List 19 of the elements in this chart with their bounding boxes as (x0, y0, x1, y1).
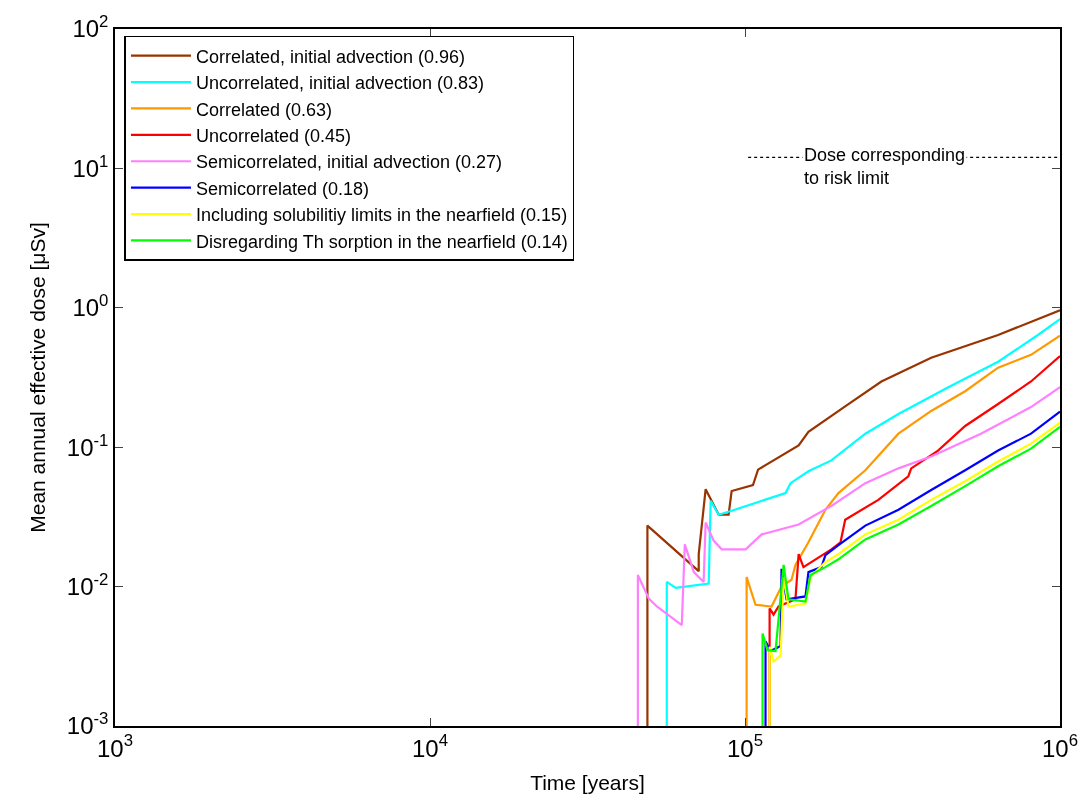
legend-label: Correlated (0.63) (195, 99, 333, 120)
y-tick-label: 10$^{0}$ (72, 291, 109, 322)
legend-label: Including solubilitiy limits in the nearfield (0.15) (195, 205, 568, 226)
legend-label: Semicorrelated (0.18) (195, 178, 370, 199)
ref-line-label: Dose corresponding to risk limit (804, 145, 966, 189)
x-axis-title: Time [years] (530, 771, 645, 795)
legend-label: Correlated, initial advection (0.96) (195, 46, 466, 67)
legend-label: Uncorrelated (0.45) (195, 125, 352, 146)
y-axis-title: Mean annual effective dose [μSv] (26, 222, 50, 533)
y-tick-label: 10$^{1}$ (72, 151, 109, 182)
legend-label: Disregarding Th sorption in the nearfield (0.14) (195, 231, 568, 252)
y-tick-label: 10$^{2}$ (72, 12, 109, 43)
y-tick-label: 10$^{-2}$ (66, 569, 109, 600)
legend-label: Semicorrelated, initial advection (0.27) (195, 152, 503, 173)
x-tick-label: 10$^{6}$ (1041, 731, 1079, 762)
legend-label: Uncorrelated, initial advection (0.83) (195, 73, 485, 94)
y-tick-label: 10$^{-1}$ (66, 430, 109, 461)
x-tick-label: 10$^{5}$ (726, 731, 764, 762)
x-tick-label: 10$^{4}$ (411, 731, 449, 762)
